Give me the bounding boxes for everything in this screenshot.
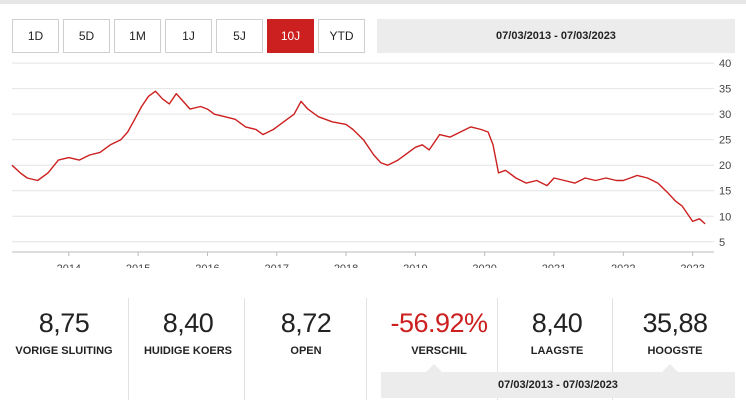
stat-value: 8,40 bbox=[162, 308, 214, 338]
series-line bbox=[11, 90, 706, 225]
stat-current-price: 8,40 HUIDIGE KOERS bbox=[124, 298, 252, 400]
y-tick-label: 20 bbox=[719, 160, 731, 172]
y-tick-label: 30 bbox=[719, 109, 731, 121]
stat-label: VERSCHIL bbox=[411, 345, 467, 357]
stats-panel: 8,75 VORIGE SLUITING 8,40 HUIDIGE KOERS … bbox=[0, 298, 746, 412]
x-tick-label: 2014 bbox=[57, 263, 81, 268]
x-tick-label: 2021 bbox=[542, 263, 566, 268]
x-tick-label: 2017 bbox=[265, 263, 289, 268]
range-button-5j[interactable]: 5J bbox=[216, 19, 263, 53]
stat-open: 8,72 OPEN bbox=[242, 298, 370, 400]
stat-value: 8,75 bbox=[38, 308, 90, 338]
stat-previous-close: 8,75 VORIGE SLUITING bbox=[0, 298, 128, 400]
stat-value: 35,88 bbox=[642, 308, 708, 338]
stat-label: OPEN bbox=[290, 345, 322, 357]
stat-label: HOOGSTE bbox=[647, 345, 703, 357]
range-selector: 1D 5D 1M 1J 5J 10J YTD bbox=[12, 19, 369, 53]
range-button-5d[interactable]: 5D bbox=[63, 19, 110, 53]
y-tick-label: 10 bbox=[719, 211, 731, 223]
x-tick-label: 2015 bbox=[126, 263, 150, 268]
y-tick-label: 35 bbox=[719, 84, 731, 96]
price-chart: 5 10 15 20 25 30 35 40 2014 2015 2016 2017 2018 2019 2… bbox=[0, 58, 746, 268]
stat-label: LAAGSTE bbox=[530, 345, 584, 357]
y-tick-label: 40 bbox=[719, 58, 731, 70]
price-chart-svg: 5 10 15 20 25 30 35 40 2014 2015 2016 2017 2018 2019 2… bbox=[11, 58, 731, 268]
pointer-arrow bbox=[662, 364, 678, 372]
x-tick-label: 2022 bbox=[611, 263, 635, 268]
stat-label: VORIGE SLUITING bbox=[15, 345, 113, 357]
x-tick-label: 2016 bbox=[195, 263, 219, 268]
stat-change: -56.92% VERSCHIL bbox=[375, 298, 503, 400]
stat-divider bbox=[612, 298, 613, 400]
x-tick-label: 2018 bbox=[334, 263, 358, 268]
stat-value: -56.92% bbox=[390, 308, 488, 338]
stat-divider bbox=[497, 298, 498, 400]
range-button-ytd[interactable]: YTD bbox=[318, 19, 365, 53]
x-tick-label: 2020 bbox=[472, 263, 496, 268]
y-tick-label: 15 bbox=[719, 186, 731, 198]
top-divider bbox=[0, 0, 746, 4]
stat-value: 8,40 bbox=[531, 308, 583, 338]
stat-low: 8,40 LAAGSTE bbox=[493, 298, 621, 400]
stat-value: 8,72 bbox=[280, 308, 332, 338]
stat-divider bbox=[244, 298, 245, 400]
range-button-1d[interactable]: 1D bbox=[12, 19, 59, 53]
y-tick-label: 5 bbox=[719, 237, 725, 249]
x-tick-label: 2019 bbox=[403, 263, 427, 268]
range-button-1m[interactable]: 1M bbox=[114, 19, 161, 53]
stat-divider bbox=[128, 298, 129, 400]
date-range-display: 07/03/2013 - 07/03/2023 bbox=[377, 19, 735, 53]
stat-high: 35,88 HOOGSTE bbox=[611, 298, 739, 400]
range-button-1j[interactable]: 1J bbox=[165, 19, 212, 53]
y-tick-label: 25 bbox=[719, 135, 731, 147]
stats-date-range: 07/03/2013 - 07/03/2023 bbox=[381, 372, 735, 398]
stat-divider bbox=[366, 298, 367, 400]
x-tick-label: 2023 bbox=[680, 263, 704, 268]
range-button-10j[interactable]: 10J bbox=[267, 19, 314, 53]
pointer-arrow bbox=[426, 364, 442, 372]
stat-label: HUIDIGE KOERS bbox=[143, 345, 232, 357]
